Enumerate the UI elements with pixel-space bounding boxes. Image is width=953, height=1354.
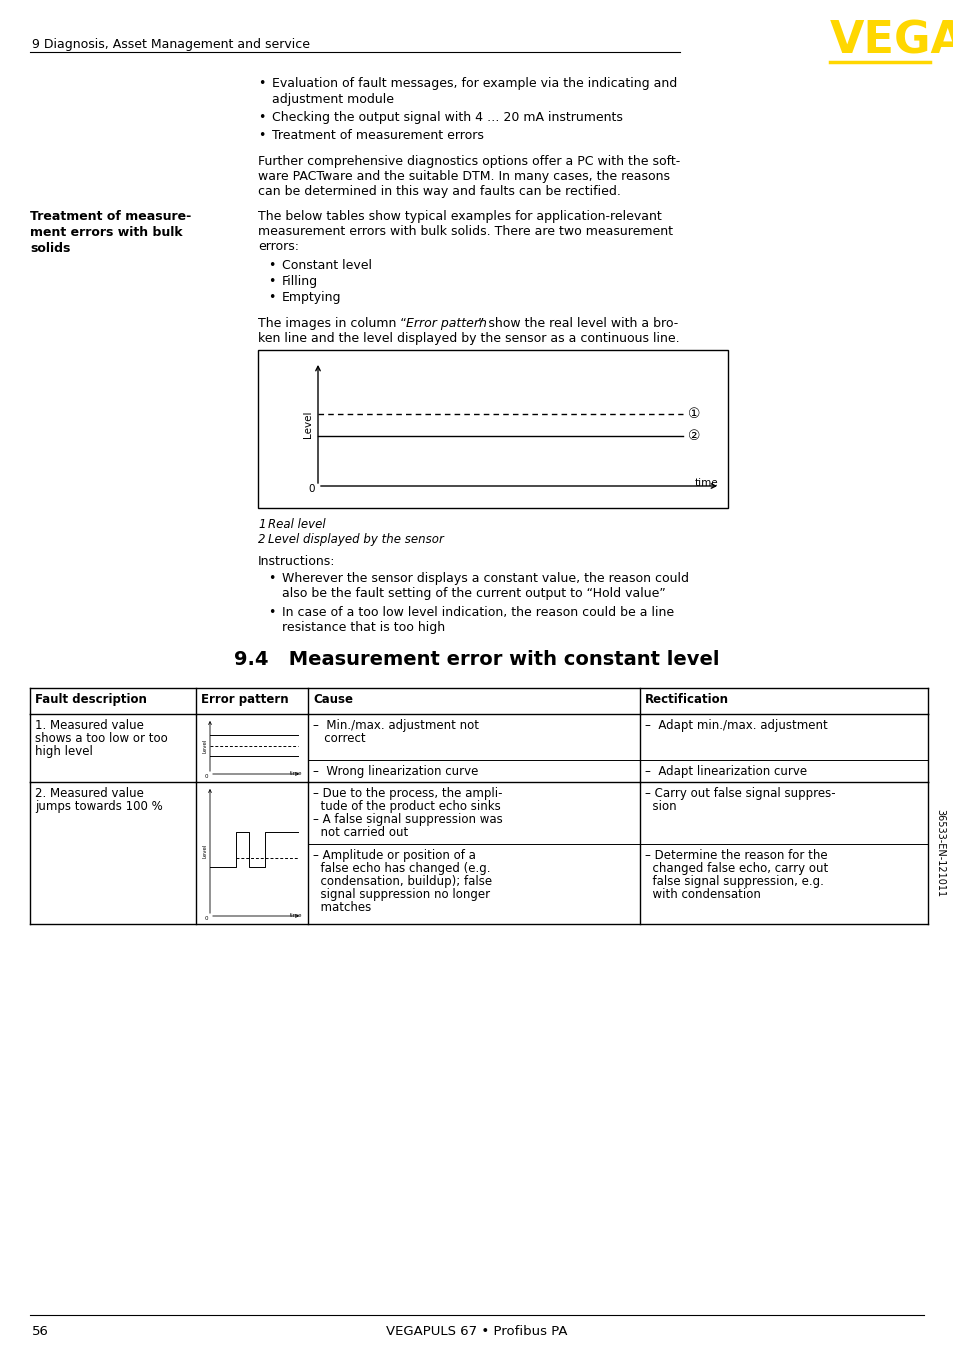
Text: Level: Level [303,410,313,437]
Text: – A false signal suppression was: – A false signal suppression was [313,812,502,826]
Text: 0: 0 [204,917,208,921]
Text: Level: Level [203,844,208,858]
Text: •: • [257,77,265,89]
Text: time: time [694,478,718,487]
Text: ②: ② [687,429,700,443]
Text: Error pattern: Error pattern [406,317,486,330]
Text: – Amplitude or position of a: – Amplitude or position of a [313,849,476,862]
Text: Emptying: Emptying [282,291,341,305]
Text: adjustment module: adjustment module [272,93,394,106]
Text: Rectification: Rectification [644,693,728,705]
Text: condensation, buildup); false: condensation, buildup); false [313,875,492,888]
Text: shows a too low or too: shows a too low or too [35,733,168,745]
Text: Further comprehensive diagnostics options offer a PC with the soft-: Further comprehensive diagnostics option… [257,154,679,168]
Text: –  Adapt linearization curve: – Adapt linearization curve [644,765,806,779]
Text: resistance that is too high: resistance that is too high [282,621,445,634]
Text: Level: Level [203,739,208,753]
Text: Fault description: Fault description [35,693,147,705]
Text: also be the fault setting of the current output to “Hold value”: also be the fault setting of the current… [282,588,665,600]
Text: –  Adapt min./max. adjustment: – Adapt min./max. adjustment [644,719,827,733]
Text: •: • [268,607,275,619]
Text: sion: sion [644,800,676,812]
Text: •: • [268,275,275,288]
Text: jumps towards 100 %: jumps towards 100 % [35,800,163,812]
Text: –  Wrong linearization curve: – Wrong linearization curve [313,765,477,779]
Text: Cause: Cause [313,693,353,705]
Text: •: • [257,111,265,125]
Text: signal suppression no longer: signal suppression no longer [313,888,490,900]
Text: Treatment of measurement errors: Treatment of measurement errors [272,129,483,142]
Text: Real level: Real level [268,519,325,531]
Text: errors:: errors: [257,240,298,253]
Text: ken line and the level displayed by the sensor as a continuous line.: ken line and the level displayed by the … [257,332,679,345]
Text: VEGAPULS 67 • Profibus PA: VEGAPULS 67 • Profibus PA [386,1326,567,1338]
Text: Treatment of measure-: Treatment of measure- [30,210,191,223]
Text: high level: high level [35,745,92,758]
Text: •: • [268,259,275,272]
Text: ware PACTware and the suitable DTM. In many cases, the reasons: ware PACTware and the suitable DTM. In m… [257,171,669,183]
Text: –  Min./max. adjustment not: – Min./max. adjustment not [313,719,478,733]
Text: changed false echo, carry out: changed false echo, carry out [644,862,827,875]
Text: can be determined in this way and faults can be rectified.: can be determined in this way and faults… [257,185,620,198]
Text: 36533-EN-121011: 36533-EN-121011 [934,808,944,898]
Text: Evaluation of fault messages, for example via the indicating and: Evaluation of fault messages, for exampl… [272,77,677,89]
Text: •: • [257,129,265,142]
Text: ment errors with bulk: ment errors with bulk [30,226,182,240]
Text: 0: 0 [308,483,314,494]
Text: •: • [268,571,275,585]
Text: Level displayed by the sensor: Level displayed by the sensor [268,533,443,546]
Text: 9.4   Measurement error with constant level: 9.4 Measurement error with constant leve… [234,650,719,669]
Text: 0: 0 [204,774,208,779]
Text: solids: solids [30,242,71,255]
Text: – Carry out false signal suppres-: – Carry out false signal suppres- [644,787,835,800]
Text: 9 Diagnosis, Asset Management and service: 9 Diagnosis, Asset Management and servic… [32,38,310,51]
Text: tude of the product echo sinks: tude of the product echo sinks [313,800,500,812]
Text: – Determine the reason for the: – Determine the reason for the [644,849,827,862]
Text: Instructions:: Instructions: [257,555,335,567]
Text: In case of a too low level indication, the reason could be a line: In case of a too low level indication, t… [282,607,674,619]
Text: measurement errors with bulk solids. There are two measurement: measurement errors with bulk solids. The… [257,225,672,238]
Text: 1: 1 [257,519,265,531]
Text: ” show the real level with a bro-: ” show the real level with a bro- [477,317,678,330]
Text: •: • [268,291,275,305]
Text: ①: ① [687,408,700,421]
Text: Wherever the sensor displays a constant value, the reason could: Wherever the sensor displays a constant … [282,571,688,585]
Text: time: time [289,913,302,918]
Text: matches: matches [313,900,371,914]
Text: time: time [289,770,302,776]
Text: VEGA: VEGA [829,20,953,64]
Text: correct: correct [313,733,365,745]
Text: Error pattern: Error pattern [201,693,289,705]
Text: 2. Measured value: 2. Measured value [35,787,144,800]
Text: false echo has changed (e.g.: false echo has changed (e.g. [313,862,490,875]
Text: The images in column “: The images in column “ [257,317,406,330]
Text: false signal suppression, e.g.: false signal suppression, e.g. [644,875,823,888]
Text: – Due to the process, the ampli-: – Due to the process, the ampli- [313,787,502,800]
Text: The below tables show typical examples for application-relevant: The below tables show typical examples f… [257,210,661,223]
Text: not carried out: not carried out [313,826,408,839]
Text: Constant level: Constant level [282,259,372,272]
Text: 2: 2 [257,533,265,546]
Text: 56: 56 [32,1326,49,1338]
Bar [257,349,727,508]
Text: with condensation: with condensation [644,888,760,900]
Text: Filling: Filling [282,275,317,288]
Text: Checking the output signal with 4 … 20 mA instruments: Checking the output signal with 4 … 20 m… [272,111,622,125]
Text: 1. Measured value: 1. Measured value [35,719,144,733]
